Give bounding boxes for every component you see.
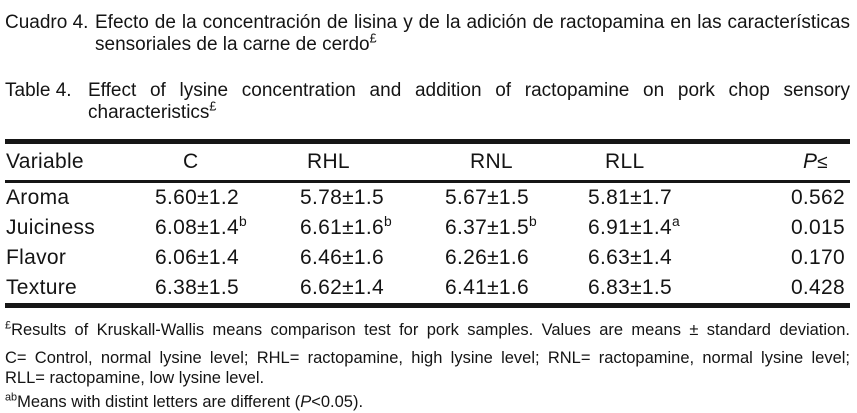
header-rll: RLL bbox=[582, 141, 725, 183]
sig-letter: a bbox=[672, 213, 680, 229]
value: 6.63±1.4 bbox=[588, 246, 672, 269]
value: 6.06±1.4 bbox=[155, 246, 239, 269]
row-label-texture: Texture bbox=[6, 276, 77, 299]
cell-aroma-rhl: 5.78±1.5 bbox=[292, 182, 437, 214]
footnote-abbreviations-line2: RLL= ractopamine, low lysine level. bbox=[5, 369, 265, 387]
cell-aroma-rll: 5.81±1.7 bbox=[582, 182, 725, 214]
cell-texture-c: 6.38±1.5 bbox=[147, 273, 292, 306]
value: 6.38±1.5 bbox=[155, 276, 239, 299]
caption-spanish-footnote-mark: £ bbox=[369, 31, 377, 46]
value: 5.81±1.7 bbox=[588, 186, 672, 209]
caption-english-line2-text: characteristics bbox=[88, 102, 210, 123]
cell-texture-rnl: 6.41±1.6 bbox=[437, 273, 582, 306]
value: 6.91±1.4 bbox=[588, 216, 672, 239]
footnote-significance-pre: Means with distint letters are different… bbox=[17, 393, 301, 411]
cell-texture-p: 0.428 bbox=[790, 276, 845, 299]
value: 5.60±1.2 bbox=[155, 186, 239, 209]
footnote-significance-post: <0.05). bbox=[311, 393, 364, 411]
cell-flavor-c: 6.06±1.4 bbox=[147, 243, 292, 273]
footnote-pound-mark: £ bbox=[5, 319, 12, 332]
value: 6.41±1.6 bbox=[445, 276, 529, 299]
caption-spanish: Cuadro 4. Efecto de la concentración de … bbox=[5, 12, 850, 56]
value: 6.46±1.6 bbox=[300, 246, 384, 269]
value: 5.67±1.5 bbox=[445, 186, 529, 209]
footnote-abbreviations-line1: C= Control, normal lysine level; RHL= ra… bbox=[5, 349, 850, 367]
cell-flavor-rhl: 6.46±1.6 bbox=[292, 243, 437, 273]
cell-juiciness-c: 6.08±1.4b bbox=[147, 213, 292, 243]
cell-flavor-p: 0.170 bbox=[790, 246, 845, 269]
table-row-juiciness: Juiciness 6.08±1.4b 6.61±1.6b 6.37±1.5b … bbox=[5, 213, 850, 243]
cell-aroma-p: 0.562 bbox=[790, 186, 845, 209]
header-rhl: RHL bbox=[292, 141, 437, 183]
row-label-flavor: Flavor bbox=[6, 246, 67, 269]
footnote-kruskall-wallis: £Results of Kruskall-Wallis means compar… bbox=[5, 320, 850, 340]
row-label-juiciness: Juiciness bbox=[6, 216, 96, 239]
caption-english-body: Effect of lysine concentration and addit… bbox=[88, 80, 850, 124]
footnote-significance-letters: abMeans with distint letters are differe… bbox=[5, 392, 850, 412]
cell-aroma-c: 5.60±1.2 bbox=[147, 182, 292, 214]
table-row-texture: Texture 6.38±1.5 6.62±1.4 6.41±1.6 6.83±… bbox=[5, 273, 850, 306]
caption-spanish-line1: Efecto de la concentración de lisina y d… bbox=[95, 12, 850, 33]
footnote-kruskall-wallis-text: Results of Kruskall-Wallis means compari… bbox=[11, 321, 850, 339]
caption-spanish-line2: sensoriales de la carne de cerdo£ bbox=[95, 31, 850, 56]
footnote-p-letter: P bbox=[300, 393, 312, 411]
caption-spanish-label: Cuadro 4. bbox=[5, 12, 89, 33]
cell-juiciness-rll: 6.91±1.4a bbox=[582, 213, 725, 243]
header-rnl: RNL bbox=[437, 141, 582, 183]
value: 6.26±1.6 bbox=[445, 246, 529, 269]
cell-juiciness-rhl: 6.61±1.6b bbox=[292, 213, 437, 243]
header-p-value: P≤ bbox=[725, 141, 850, 183]
cell-texture-rll: 6.83±1.5 bbox=[582, 273, 725, 306]
value: 6.37±1.5 bbox=[445, 216, 529, 239]
caption-english-line1: Effect of lysine concentration and addit… bbox=[88, 80, 850, 101]
table-row-flavor: Flavor 6.06±1.4 6.46±1.6 6.26±1.6 6.63±1… bbox=[5, 243, 850, 273]
value: 6.08±1.4 bbox=[155, 216, 239, 239]
value: 6.62±1.4 bbox=[300, 276, 384, 299]
footnote-abbreviations: C= Control, normal lysine level; RHL= ra… bbox=[5, 348, 850, 388]
cell-juiciness-p: 0.015 bbox=[790, 216, 845, 239]
header-c: C bbox=[147, 141, 292, 183]
caption-spanish-line2-text: sensoriales de la carne de cerdo bbox=[95, 34, 370, 55]
value: 6.61±1.6 bbox=[300, 216, 384, 239]
cell-aroma-rnl: 5.67±1.5 bbox=[437, 182, 582, 214]
cell-texture-rhl: 6.62±1.4 bbox=[292, 273, 437, 306]
cell-flavor-rnl: 6.26±1.6 bbox=[437, 243, 582, 273]
footnote-ab-mark: ab bbox=[5, 391, 18, 404]
sig-letter: b bbox=[529, 213, 537, 229]
value: 6.83±1.5 bbox=[588, 276, 672, 299]
cell-flavor-rll: 6.63±1.4 bbox=[582, 243, 725, 273]
table-row-aroma: Aroma 5.60±1.2 5.78±1.5 5.67±1.5 5.81±1.… bbox=[5, 182, 850, 214]
leq-symbol: ≤ bbox=[817, 152, 828, 173]
cell-juiciness-rnl: 6.37±1.5b bbox=[437, 213, 582, 243]
sig-letter: b bbox=[384, 213, 392, 229]
caption-spanish-body: Efecto de la concentración de lisina y d… bbox=[95, 12, 850, 56]
caption-english-line2: characteristics£ bbox=[88, 99, 850, 124]
header-p-letter: P bbox=[802, 150, 818, 173]
caption-english: Table 4. Effect of lysine concentration … bbox=[5, 80, 850, 124]
sensory-characteristics-table: Variable C RHL RNL RLL P≤ Aroma 5.60±1.2… bbox=[5, 139, 850, 308]
table-header-row: Variable C RHL RNL RLL P≤ bbox=[5, 141, 850, 183]
caption-english-footnote-mark: £ bbox=[209, 99, 217, 114]
sig-letter: b bbox=[239, 213, 247, 229]
caption-english-label: Table 4. bbox=[5, 80, 72, 101]
header-variable: Variable bbox=[5, 141, 147, 183]
value: 5.78±1.5 bbox=[300, 186, 384, 209]
row-label-aroma: Aroma bbox=[6, 186, 70, 209]
